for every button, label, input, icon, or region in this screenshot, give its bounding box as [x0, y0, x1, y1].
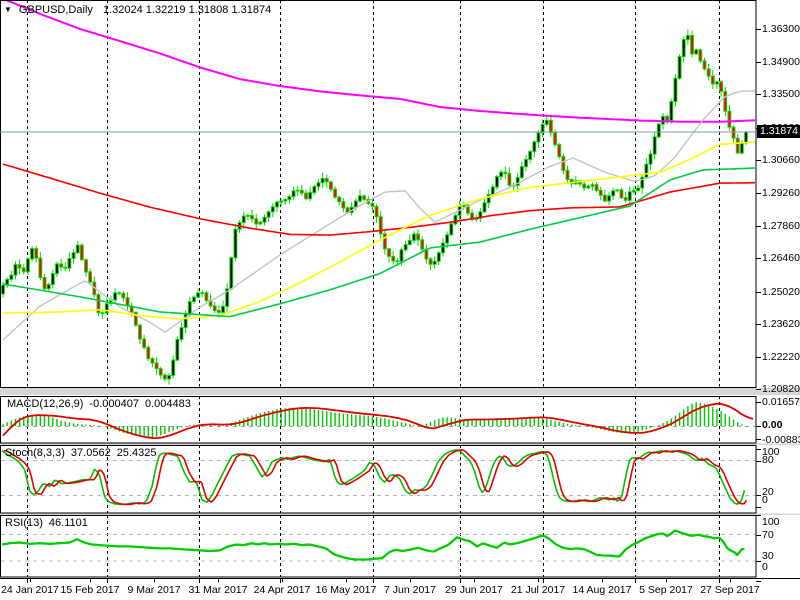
stoch-value-signal: 25.4325	[116, 447, 157, 459]
rsi-axis-label: 70	[762, 529, 774, 541]
price-axis-label: 1.23620	[762, 318, 800, 330]
date-axis-label: 14 Aug 2017	[572, 584, 632, 596]
stoch-axis-label: 80	[762, 454, 774, 466]
symbol-period-label: GBPUSD,Daily	[18, 4, 93, 16]
price-axis-label: 1.30660	[762, 154, 800, 166]
date-axis-label: 9 Mar 2017	[127, 584, 181, 596]
date-axis-label: 31 Mar 2017	[188, 584, 248, 596]
symbol-dropdown-icon[interactable]: ▼	[4, 5, 12, 14]
rsi-axis-label: 30	[762, 550, 774, 562]
macd-name: MACD(12,26,9)	[7, 398, 84, 410]
chart-title: ▼ GBPUSD,Daily 1.32024 1.32219 1.31808 1.…	[4, 4, 271, 16]
date-axis-label: 27 Sep 2017	[700, 584, 760, 596]
rsi-name: RSI(13)	[5, 517, 43, 529]
price-axis-label: 1.20820	[762, 383, 800, 395]
rsi-label: RSI(13) 46.1101	[5, 517, 94, 529]
price-axis-label: 1.25020	[762, 286, 800, 298]
rsi-axis-label: 0	[762, 561, 768, 573]
date-axis-label: 7 Jun 2017	[384, 584, 436, 596]
macd-axis-label: -0.008834	[762, 434, 800, 446]
date-axis-label: 21 Jul 2017	[510, 584, 566, 596]
date-axis-label: 24 Jan 2017	[1, 584, 59, 596]
price-axis-label: 1.29260	[762, 187, 800, 199]
ohlc-low: 1.31808	[188, 4, 229, 16]
stoch-label: Stoch(8,3,3) 37.0562 25.4325	[5, 447, 162, 459]
price-axis-label: 1.36300	[762, 23, 800, 35]
rsi-axis-label: 100	[762, 516, 780, 528]
stoch-name: Stoch(8,3,3)	[5, 447, 65, 459]
stoch-axis-label: 20	[762, 486, 774, 498]
ohlc-close: 1.31874	[231, 4, 272, 16]
price-axis-label: 1.27860	[762, 220, 800, 232]
macd-label: MACD(12,26,9) -0.000407 0.004483	[7, 398, 197, 410]
current-price-tag: 1.31874	[757, 125, 800, 138]
ohlc-open: 1.32024	[102, 4, 143, 16]
macd-value-signal: 0.004483	[144, 398, 191, 410]
date-axis-label: 24 Apr 2017	[253, 584, 311, 596]
rsi-value: 46.1101	[48, 517, 88, 529]
stoch-axis-label: 100	[762, 446, 780, 458]
date-axis-label: 16 May 2017	[315, 584, 377, 596]
price-axis-label: 1.34900	[762, 56, 800, 68]
date-axis-label: 29 Jun 2017	[445, 584, 503, 596]
price-axis-label: 1.26460	[762, 252, 800, 264]
price-axis-label: 1.22220	[762, 351, 800, 363]
ohlc-high: 1.32219	[145, 4, 186, 16]
macd-axis-label: 0.00	[762, 419, 783, 431]
stoch-axis-label: 0	[762, 494, 768, 506]
price-axis-label: 1.33500	[762, 88, 800, 100]
stoch-value-main: 37.0562	[70, 447, 111, 459]
macd-value-main: -0.000407	[89, 398, 139, 410]
date-axis-label: 5 Sep 2017	[639, 584, 693, 596]
macd-axis-label: 0.016577	[762, 396, 800, 408]
date-axis-label: 15 Feb 2017	[60, 584, 120, 596]
